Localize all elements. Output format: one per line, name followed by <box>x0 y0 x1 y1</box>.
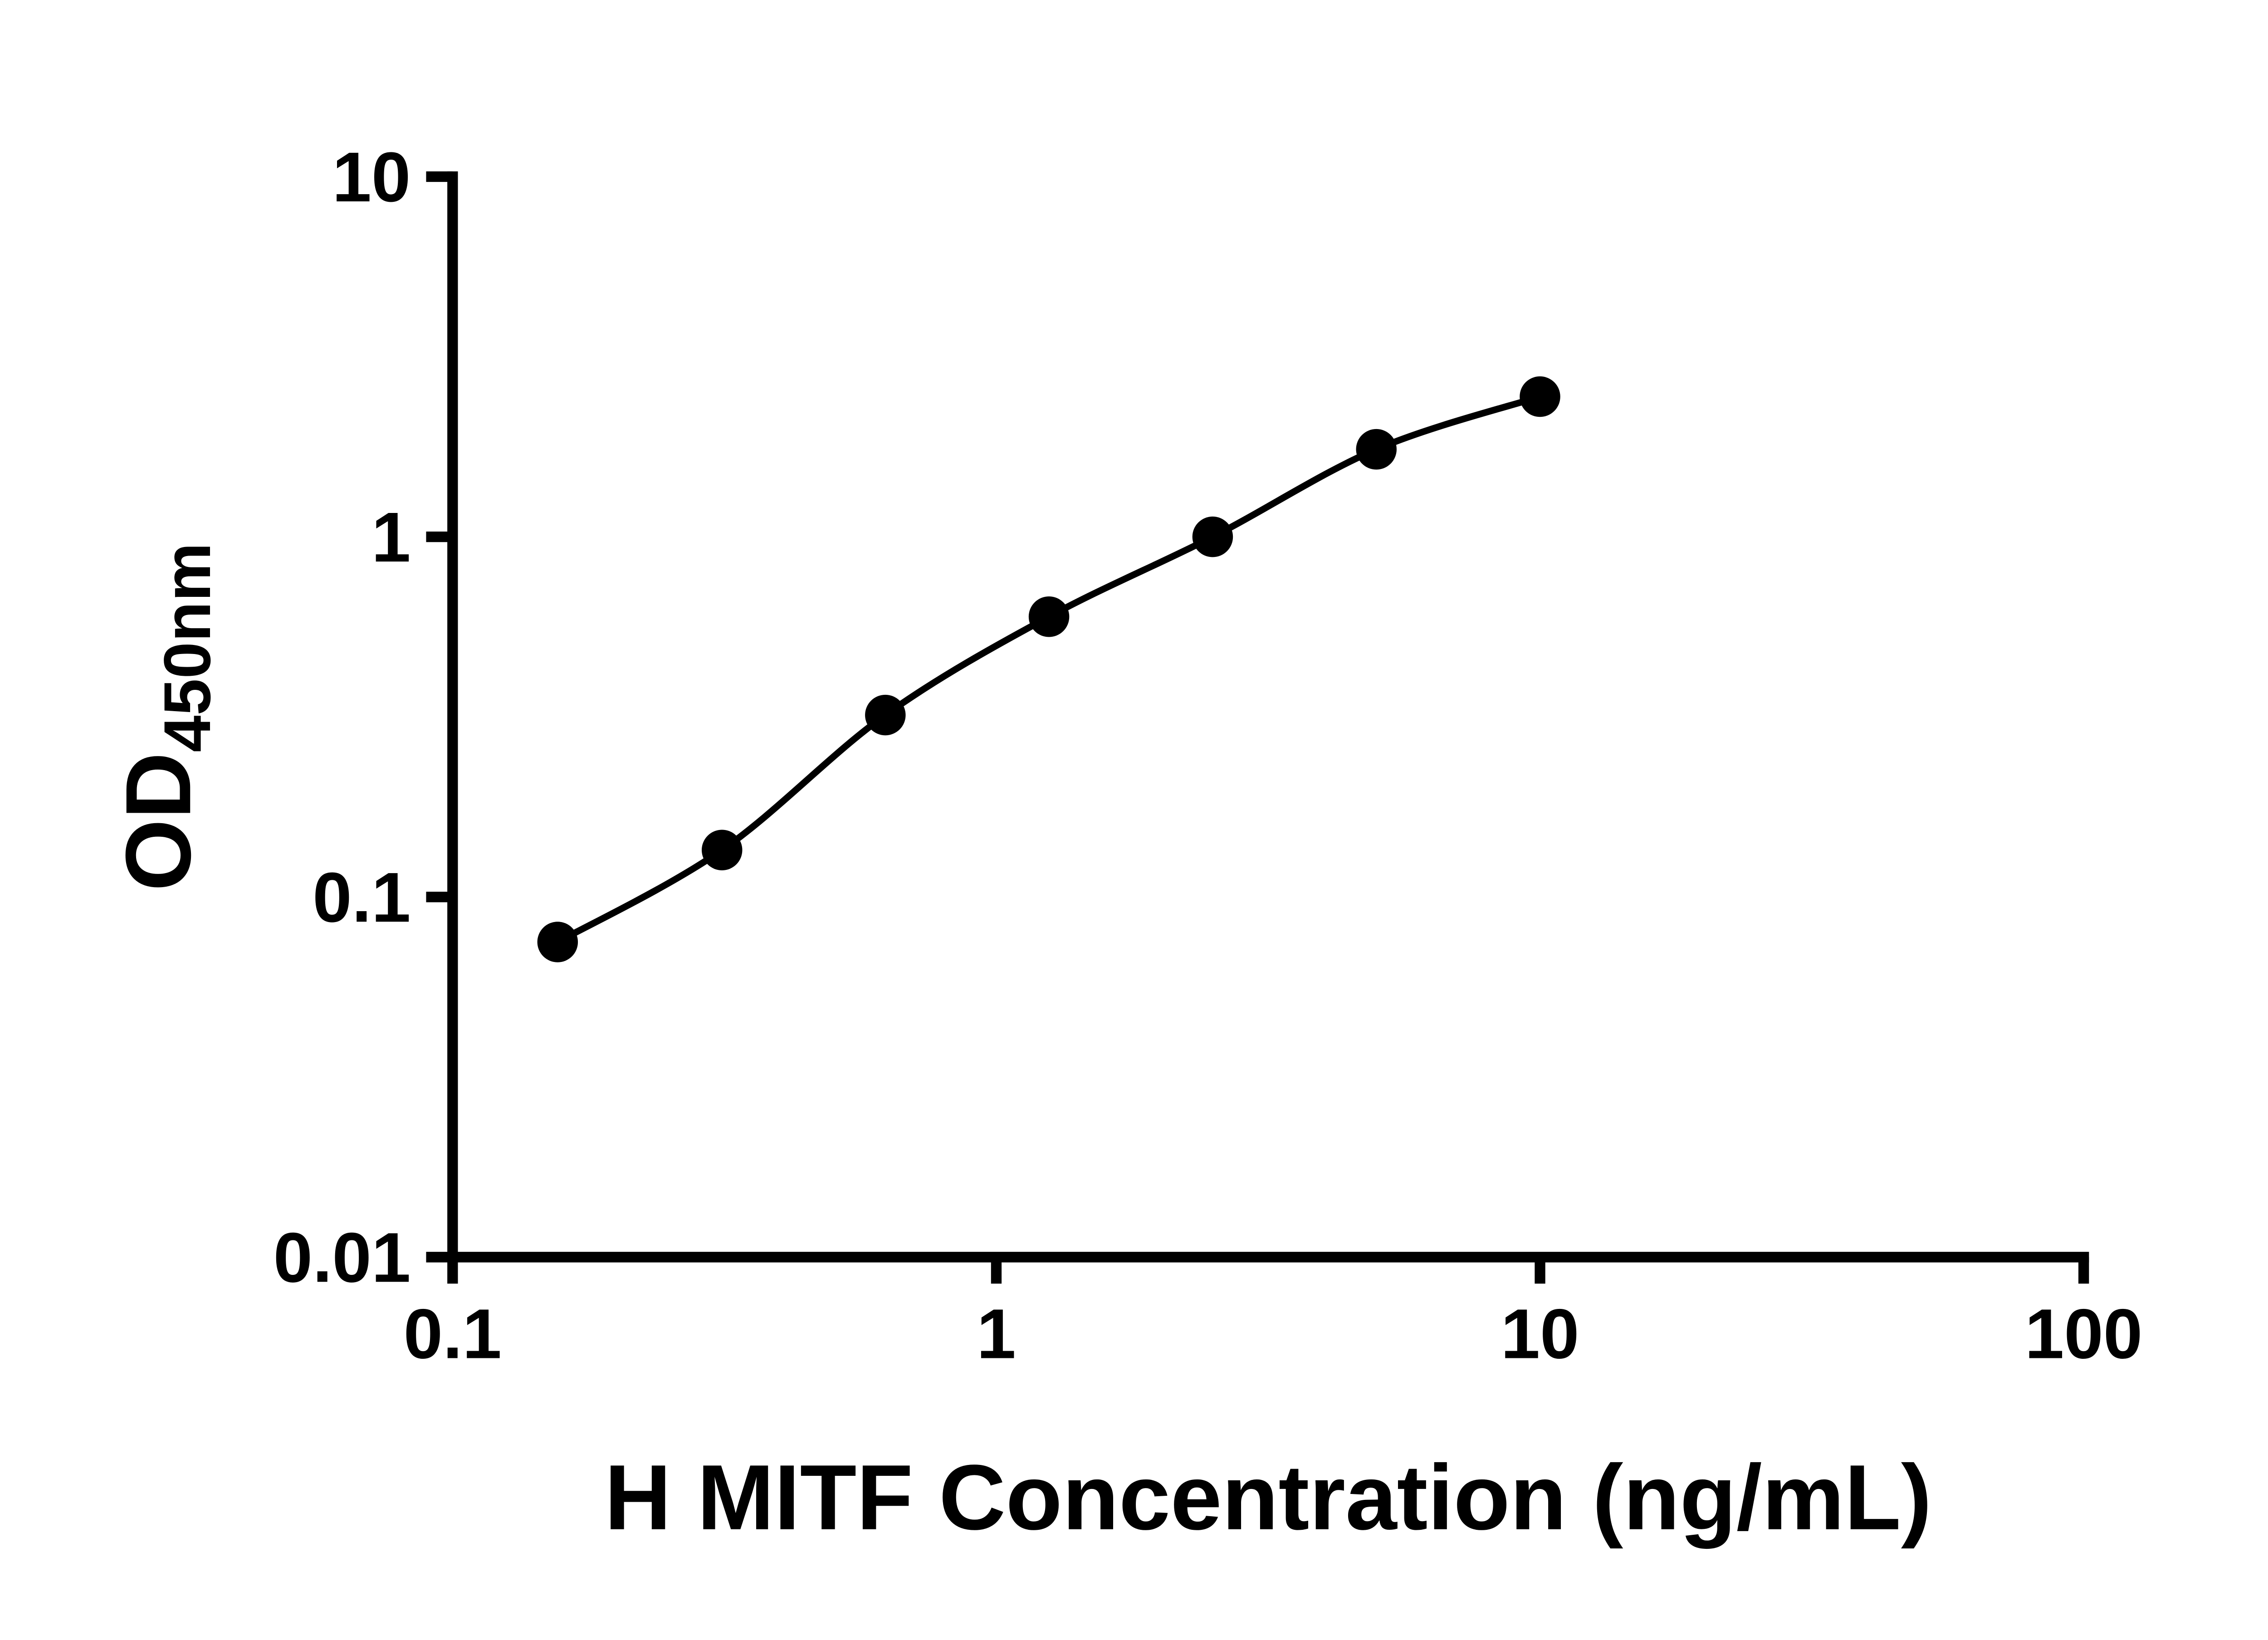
y-tick-label: 10 <box>332 137 411 216</box>
x-tick-label: 0.1 <box>404 1294 502 1373</box>
y-tick-label: 0.01 <box>274 1218 411 1297</box>
x-tick-label: 10 <box>1501 1294 1579 1373</box>
data-point-marker <box>1356 429 1397 469</box>
data-point-marker <box>1193 517 1233 557</box>
x-tick-label: 100 <box>2025 1294 2143 1373</box>
y-tick-label: 1 <box>371 498 411 576</box>
x-tick-label: 1 <box>977 1294 1016 1373</box>
y-tick-label: 0.1 <box>313 858 411 937</box>
x-axis-title: H MITF Concentration (ng/mL) <box>605 1446 1932 1549</box>
y-axis-title: OD450nm <box>107 542 224 891</box>
data-point-marker <box>1520 376 1560 417</box>
data-point-marker <box>538 922 578 962</box>
data-point-marker <box>1029 596 1069 637</box>
data-point-marker <box>865 695 905 735</box>
data-point-marker <box>702 830 742 870</box>
